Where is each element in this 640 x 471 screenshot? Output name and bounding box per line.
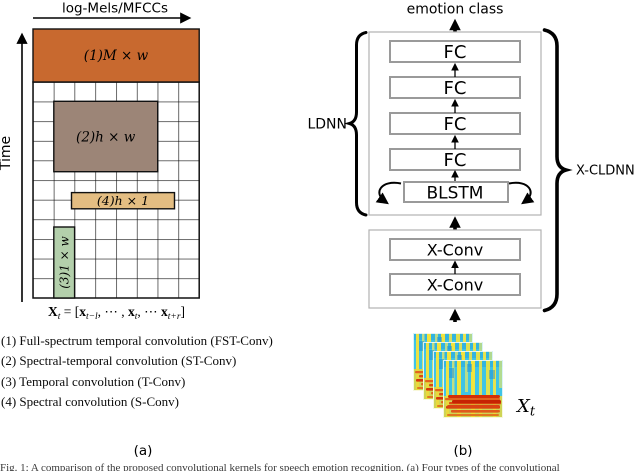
xcldnn-label: X-CLDNN bbox=[576, 164, 635, 179]
x-axis-label: log-Mels/MFCCs bbox=[62, 1, 168, 17]
xcldnn-brace bbox=[542, 28, 573, 313]
ldnn-brace bbox=[344, 31, 368, 217]
t-conv-label: (3)1 × w bbox=[58, 235, 72, 288]
spectrogram-frame-1 bbox=[442, 359, 504, 419]
xconv-box-1 bbox=[389, 238, 521, 261]
formula-x3-sub: t+r bbox=[167, 312, 181, 322]
fc-label-3: FC bbox=[444, 114, 467, 135]
figure-caption: Fig. 1: A comparison of the proposed con… bbox=[0, 462, 560, 471]
kernel-legend: (1) Full-spectrum temporal convolution (… bbox=[1, 331, 273, 412]
t-conv-block bbox=[53, 226, 76, 299]
spectrogram-front-detail bbox=[447, 395, 501, 413]
fc-label-2: FC bbox=[444, 78, 467, 99]
fst-conv-block bbox=[32, 28, 200, 83]
ldnn-label: LDNN bbox=[307, 117, 347, 133]
blstm-recurrent-arrow-left bbox=[375, 181, 402, 205]
xconv-label-1: X-Conv bbox=[427, 241, 484, 260]
legend-item-1: (1) Full-spectrum temporal convolution (… bbox=[1, 333, 273, 348]
y-axis-label: Time bbox=[0, 136, 14, 171]
output-class-label: emotion class bbox=[407, 2, 504, 18]
formula-x2-sub: t bbox=[134, 312, 138, 322]
s-conv-label: (4)h × 1 bbox=[97, 193, 149, 208]
spectrogram-stack bbox=[412, 332, 504, 419]
legend-item-4: (4) Spectral convolution (S-Conv) bbox=[1, 393, 179, 409]
formula-lhs-sub: t bbox=[57, 312, 61, 322]
formula-close: ] bbox=[180, 304, 186, 319]
formula-x1-sub: t−l bbox=[85, 312, 98, 322]
formula-x1: x bbox=[79, 304, 86, 319]
input-window-formula: Xt = [xt−l, ⋯ , xt, ⋯ xt+r] bbox=[33, 304, 200, 322]
fc-box-1 bbox=[389, 40, 521, 63]
formula-sep2: , ⋯ bbox=[137, 304, 162, 319]
st-conv-label: (2)h × w bbox=[76, 130, 136, 146]
legend-item-2: (2) Spectral-temporal convolution (ST-Co… bbox=[1, 353, 237, 369]
st-conv-block bbox=[53, 100, 159, 173]
blstm-label: BLSTM bbox=[427, 184, 484, 204]
formula-x3: x bbox=[161, 304, 168, 319]
formula-x2: x bbox=[128, 304, 135, 319]
formula-lhs: X bbox=[47, 304, 58, 319]
fc-label-4: FC bbox=[444, 150, 467, 171]
formula-eq: = [ bbox=[60, 304, 80, 319]
s-conv-block bbox=[70, 191, 176, 210]
xconv-label-2: X-Conv bbox=[427, 276, 484, 295]
panel-b-label: (b) bbox=[453, 443, 472, 459]
fst-conv-label: (1)M × w bbox=[84, 48, 149, 64]
fc-label-1: FC bbox=[444, 42, 467, 63]
panel-a-label: (a) bbox=[134, 443, 153, 459]
legend-item-3: (3) Temporal convolution (T-Conv) bbox=[1, 373, 186, 389]
input-tensor-label: Xt bbox=[515, 396, 536, 420]
formula-sep1: , ⋯ , bbox=[97, 304, 129, 319]
blstm-recurrent-arrow-right bbox=[508, 181, 535, 205]
blstm-box bbox=[403, 181, 509, 203]
